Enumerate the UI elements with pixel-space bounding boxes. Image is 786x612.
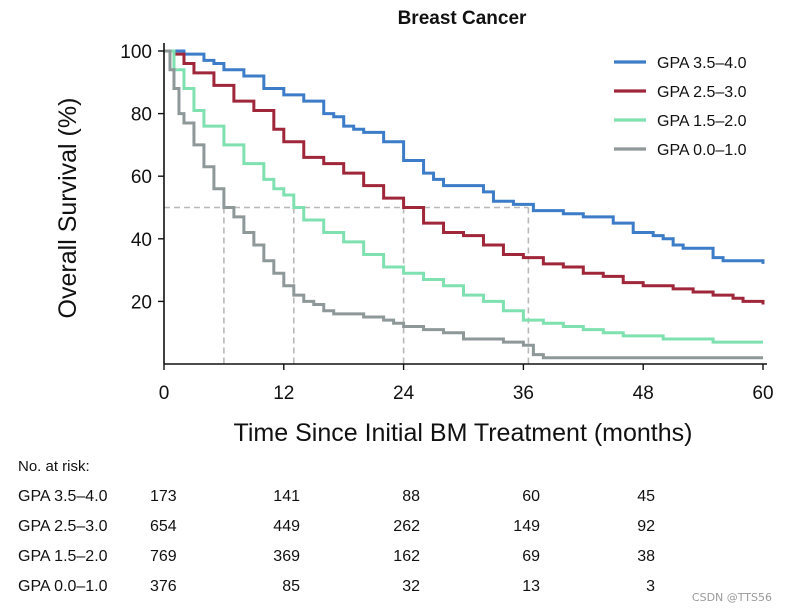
series-line [164, 49, 765, 305]
x-tick-label: 0 [159, 383, 170, 404]
series-line [164, 49, 763, 360]
series-line [164, 49, 765, 264]
risk-count: 38 [637, 548, 655, 565]
risk-count: 85 [282, 578, 300, 595]
x-tick-label: 12 [273, 383, 294, 404]
risk-count: 88 [402, 488, 420, 505]
legend-label: GPA 0.0–1.0 [657, 142, 747, 159]
risk-count: 162 [393, 548, 420, 565]
y-tick-label: 20 [131, 292, 152, 313]
risk-count: 262 [393, 518, 420, 535]
x-tick-label: 48 [633, 383, 654, 404]
legend-label: GPA 2.5–3.0 [657, 84, 747, 101]
risk-count: 141 [273, 488, 300, 505]
risk-row: GPA 2.5–3.0 654 449 262 149 92 [0, 518, 786, 540]
risk-count: 369 [273, 548, 300, 565]
x-tick-label: 36 [513, 383, 534, 404]
risk-row: GPA 3.5–4.0 173 141 88 60 45 [0, 488, 786, 510]
y-tick-label: 80 [131, 105, 152, 126]
risk-count: 376 [150, 578, 177, 595]
y-tick-label: 100 [120, 42, 152, 63]
risk-row: GPA 0.0–1.0 376 85 32 13 3 [0, 578, 786, 600]
risk-count: 149 [513, 518, 540, 535]
x-axis-label: Time Since Initial BM Treatment (months) [234, 419, 693, 447]
risk-count: 92 [637, 518, 655, 535]
risk-row-group: GPA 0.0–1.0 [18, 578, 108, 595]
y-tick-label: 40 [131, 230, 152, 251]
risk-count: 45 [637, 488, 655, 505]
risk-table-label: No. at risk: [18, 458, 90, 475]
risk-count: 69 [522, 548, 540, 565]
chart-title: Breast Cancer [398, 8, 527, 29]
x-tick-label: 24 [393, 383, 415, 404]
legend-label: GPA 3.5–4.0 [657, 55, 747, 72]
risk-count: 32 [402, 578, 420, 595]
risk-count: 3 [646, 578, 655, 595]
risk-count: 60 [522, 488, 540, 505]
risk-row-group: GPA 1.5–2.0 [18, 548, 108, 565]
risk-count: 173 [150, 488, 177, 505]
y-tick-label: 60 [131, 167, 152, 188]
risk-count: 769 [150, 548, 177, 565]
legend-label: GPA 1.5–2.0 [657, 113, 747, 130]
risk-row: GPA 1.5–2.0 769 369 162 69 38 [0, 548, 786, 570]
risk-row-group: GPA 3.5–4.0 [18, 488, 108, 505]
x-tick-label: 60 [752, 383, 773, 404]
series-line [164, 49, 763, 344]
risk-count: 13 [522, 578, 540, 595]
survival-chart: Breast Cancer Overall Survival (%) Time … [54, 8, 774, 447]
watermark: CSDN @TTS56 [691, 591, 772, 604]
risk-row-group: GPA 2.5–3.0 [18, 518, 108, 535]
y-axis-label: Overall Survival (%) [54, 98, 82, 319]
risk-count: 449 [273, 518, 300, 535]
risk-count: 654 [150, 518, 177, 535]
